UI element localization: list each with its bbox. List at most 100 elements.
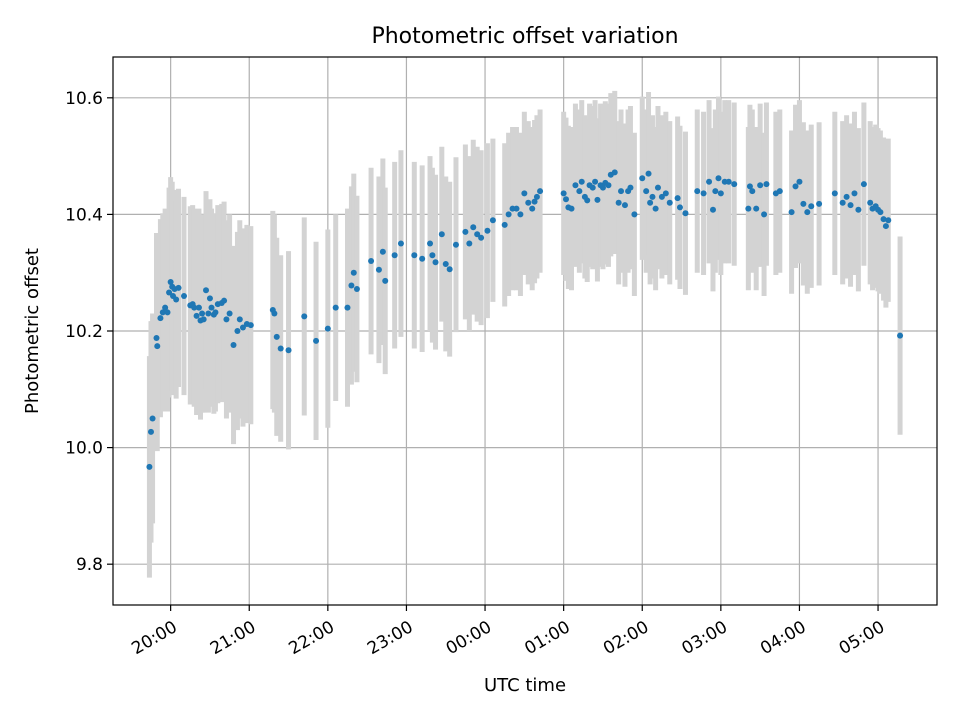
data-point: [897, 332, 904, 339]
data-point: [195, 304, 202, 311]
data-point: [694, 188, 701, 195]
y-tick-label: 10.4: [65, 205, 103, 225]
data-point: [203, 287, 210, 294]
data-point: [427, 240, 434, 247]
data-point: [200, 316, 207, 323]
data-point: [157, 315, 164, 322]
data-point: [658, 193, 665, 200]
x-tick-label: 21:00: [207, 617, 259, 659]
data-point: [816, 200, 823, 207]
data-point: [676, 204, 683, 211]
data-point: [757, 182, 764, 189]
data-point: [397, 240, 404, 247]
data-point: [792, 183, 799, 190]
data-point: [379, 248, 386, 255]
data-point: [446, 266, 453, 273]
y-axis-label: Photometric offset: [22, 248, 43, 414]
data-point: [429, 252, 436, 259]
data-point: [234, 328, 241, 334]
data-point: [489, 217, 496, 224]
y-tick-label: 10.6: [65, 89, 103, 109]
data-point: [452, 241, 459, 248]
data-point: [531, 198, 538, 205]
data-point: [478, 234, 485, 241]
data-point: [382, 277, 389, 284]
data-point: [470, 224, 477, 231]
data-point: [839, 199, 846, 206]
data-point: [175, 284, 182, 291]
data-point: [666, 199, 673, 206]
data-point: [761, 211, 768, 218]
data-point: [529, 205, 536, 212]
data-point: [763, 181, 770, 188]
data-point: [533, 193, 540, 200]
data-point: [419, 255, 426, 262]
data-point: [877, 209, 884, 216]
data-point: [537, 188, 544, 195]
data-point: [313, 337, 320, 344]
data-point: [438, 231, 445, 238]
data-point: [206, 295, 213, 302]
data-point: [162, 304, 169, 311]
data-point: [594, 196, 601, 203]
x-tick-label: 22:00: [286, 617, 338, 659]
data-point: [731, 181, 738, 188]
data-point: [572, 182, 579, 189]
y-tick-label: 9.8: [76, 555, 103, 575]
data-point: [592, 178, 599, 185]
data-point: [804, 209, 811, 216]
data-point: [631, 211, 638, 218]
x-tick-label: 01:00: [521, 617, 573, 659]
data-point: [271, 310, 278, 317]
data-point: [847, 202, 854, 209]
data-points: [146, 169, 904, 470]
data-point: [375, 266, 382, 273]
data-point: [199, 310, 206, 317]
data-point: [800, 200, 807, 207]
data-point: [599, 184, 606, 191]
x-axis-label: UTC time: [484, 675, 566, 696]
data-point: [700, 190, 707, 197]
x-tick-label: 20:00: [128, 617, 180, 659]
data-point: [442, 260, 449, 267]
data-point: [221, 297, 228, 304]
data-point: [880, 216, 887, 223]
data-point: [350, 269, 357, 276]
data-point: [882, 223, 889, 230]
data-point: [615, 199, 622, 206]
data-point: [643, 188, 650, 195]
data-point: [239, 324, 246, 331]
data-point: [682, 210, 689, 217]
data-point: [621, 202, 628, 209]
data-point: [808, 203, 815, 210]
data-point: [560, 190, 567, 197]
data-point: [712, 188, 719, 195]
chart-title: Photometric offset variation: [371, 24, 678, 49]
data-point: [525, 199, 532, 206]
data-point: [745, 205, 752, 212]
x-tick-label: 03:00: [679, 617, 731, 659]
data-point: [749, 188, 756, 195]
data-point: [831, 190, 838, 197]
data-point: [146, 463, 153, 470]
data-point: [181, 293, 188, 300]
y-tick-label: 10.2: [65, 322, 103, 342]
data-point: [796, 178, 803, 185]
x-tick-label: 04:00: [757, 617, 809, 659]
data-point: [851, 190, 858, 197]
data-point: [513, 205, 520, 212]
data-point: [584, 197, 591, 204]
data-point: [627, 184, 634, 191]
x-tick-label: 23:00: [364, 617, 416, 659]
x-axis: 20:00 21:00 22:00 23:00 00:00 01:00 02:00 03:00…: [128, 605, 888, 659]
data-point: [191, 304, 198, 311]
data-point: [159, 309, 166, 316]
data-point: [391, 252, 398, 259]
data-point: [208, 304, 215, 311]
data-point: [843, 193, 850, 200]
data-point: [236, 316, 243, 323]
data-point: [578, 178, 585, 185]
data-point: [462, 228, 469, 235]
x-tick-label: 02:00: [600, 617, 652, 659]
